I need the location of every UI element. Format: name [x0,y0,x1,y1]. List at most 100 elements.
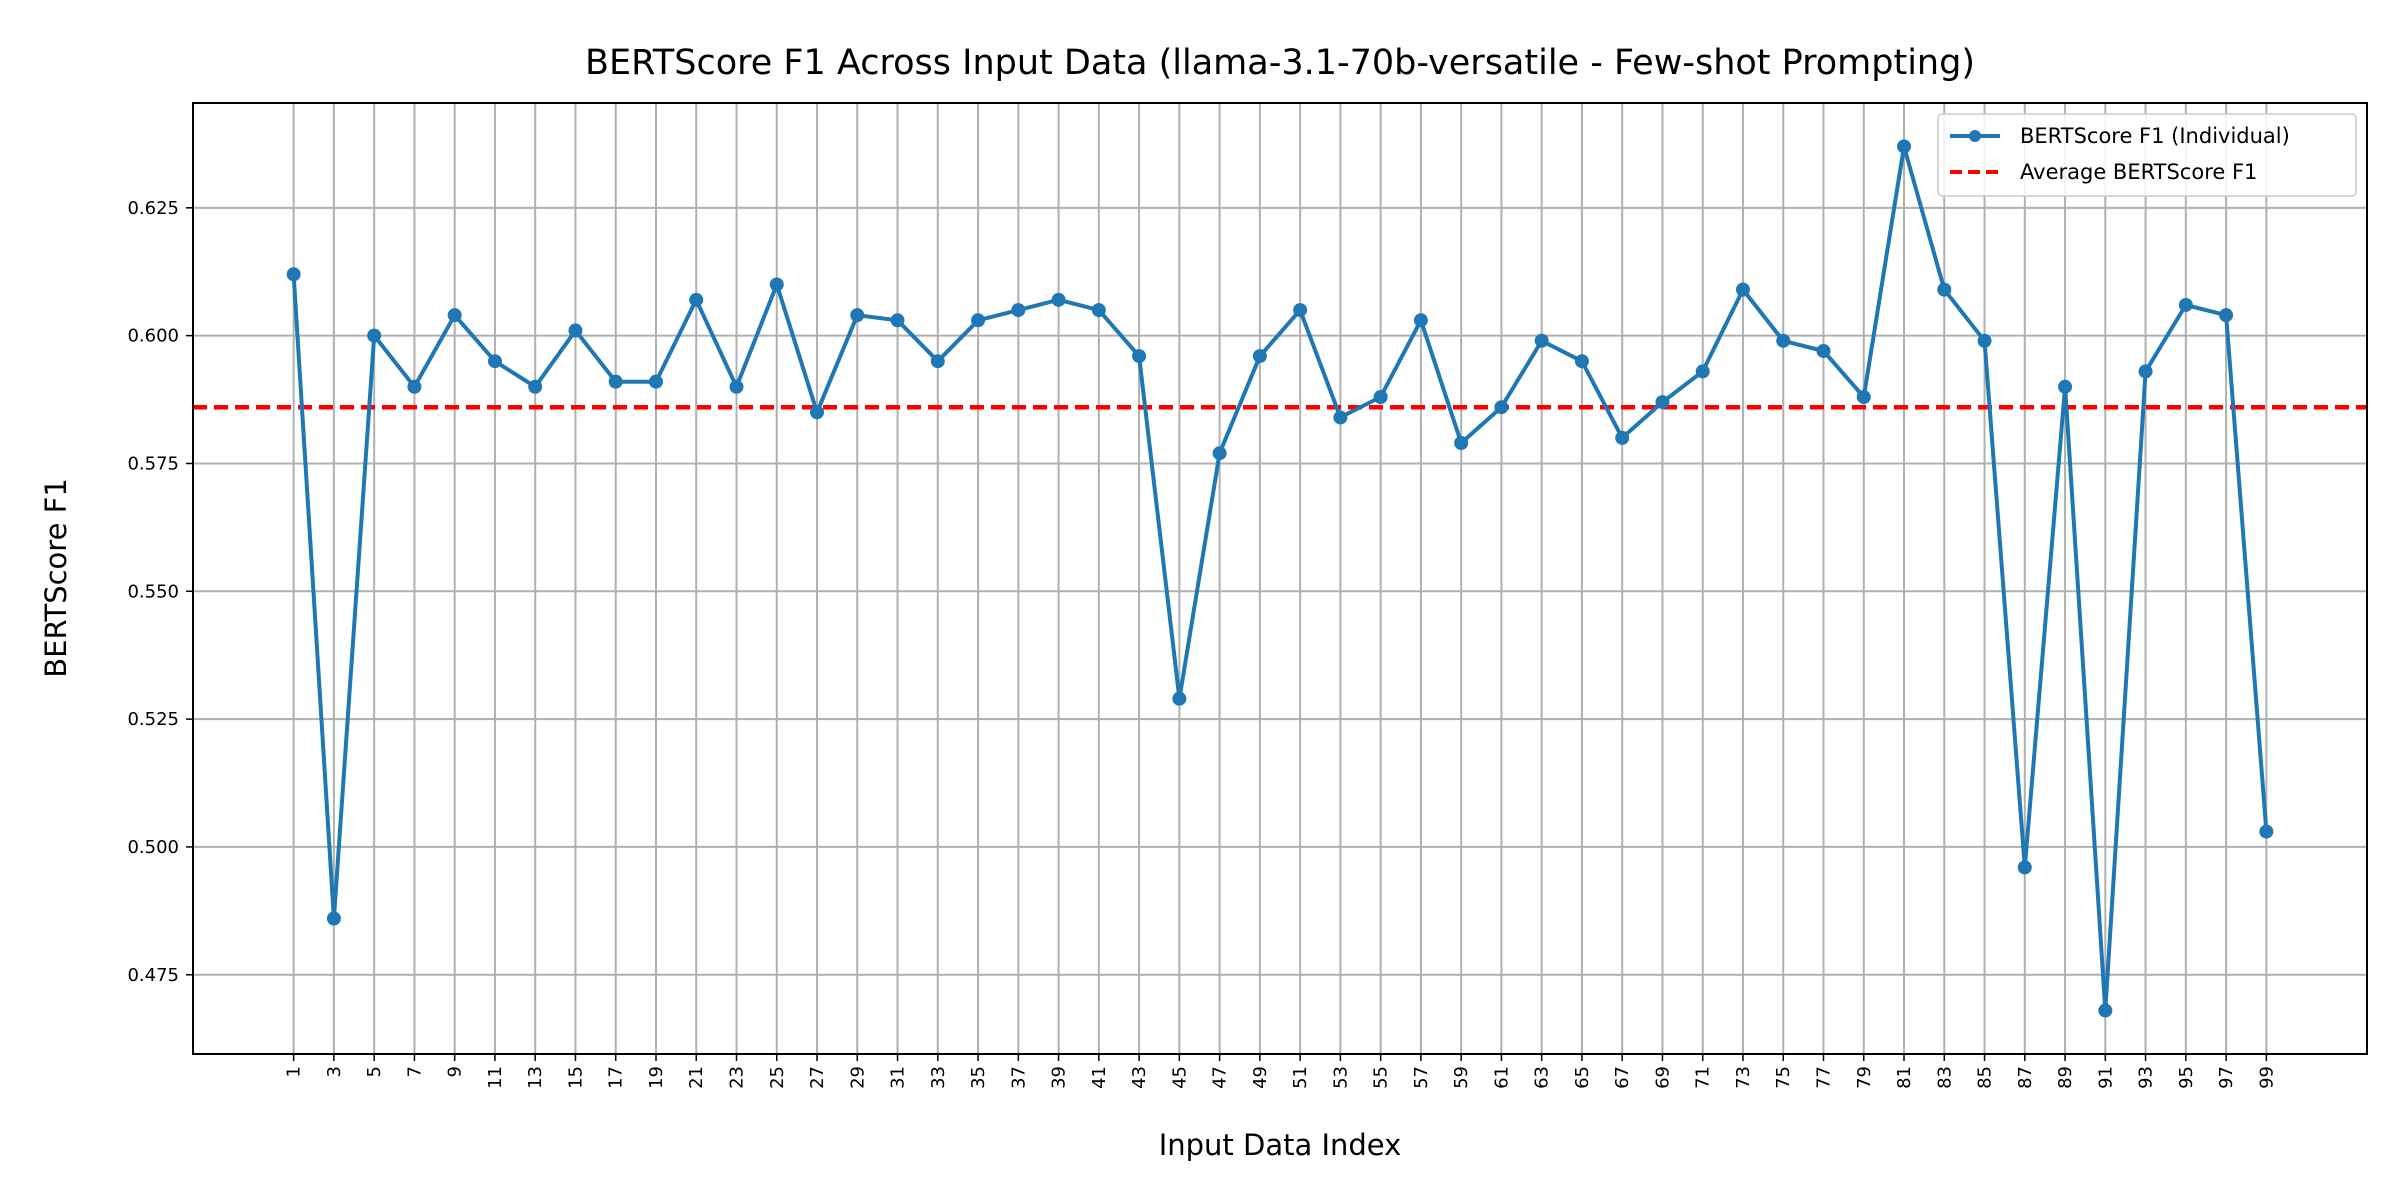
y-tick-label: 0.625 [127,198,179,219]
data-point [2219,308,2234,323]
x-tick-label: 47 [1210,1066,1231,1089]
legend: BERTScore F1 (Individual) Average BERTSc… [1937,113,2357,197]
data-point [2098,1003,2113,1018]
y-axis-title: BERTScore F1 [39,478,73,678]
legend-series-label: BERTScore F1 (Individual) [2020,124,2290,148]
x-tick-label: 23 [727,1066,748,1089]
x-tick-label: 55 [1371,1066,1392,1089]
legend-series-marker-swatch [1969,130,1981,142]
x-tick-label: 93 [2136,1066,2157,1089]
x-tick-label: 49 [1250,1066,1271,1089]
x-tick-label: 17 [606,1066,627,1089]
data-point [850,308,865,323]
x-tick-label: 69 [1652,1066,1673,1089]
y-tick-label: 0.600 [127,326,179,347]
data-point [1655,395,1670,410]
x-tick-label: 37 [1008,1066,1029,1089]
x-axis-ticks: 1 3 5 7 9 11 13 15 17 19 21 23 25 27 29 31 33 35 37 39 41 43 4… [284,1054,2277,1089]
x-tick-label: 75 [1773,1066,1794,1089]
data-point [487,354,502,369]
data-point [528,379,543,394]
plot-frame [192,102,2368,1055]
y-tick-label: 0.525 [127,709,179,730]
data-point [890,313,905,328]
data-point [1937,282,1952,297]
x-tick-label: 99 [2256,1066,2277,1089]
x-tick-label: 35 [968,1066,989,1089]
x-axis-title: Input Data Index [1159,1128,1402,1162]
x-tick-label: 79 [1854,1066,1875,1089]
x-tick-label: 89 [2055,1066,2076,1089]
data-point [1011,303,1026,318]
data-point [447,308,462,323]
data-point [367,328,382,343]
data-point [1212,446,1227,461]
data-point [1293,303,1308,318]
data-point [1695,364,1710,379]
x-tick-label: 77 [1814,1066,1835,1089]
x-tick-label: 15 [565,1066,586,1089]
x-tick-label: 65 [1572,1066,1593,1089]
x-tick-label: 63 [1532,1066,1553,1089]
data-point [971,313,986,328]
data-point [1735,282,1750,297]
x-tick-label: 43 [1129,1066,1150,1089]
x-tick-label: 21 [686,1066,707,1089]
x-tick-label: 19 [646,1066,667,1089]
legend-average-label: Average BERTScore F1 [2020,160,2257,184]
data-point [810,405,825,420]
x-tick-label: 61 [1491,1066,1512,1089]
x-tick-label: 95 [2176,1066,2197,1089]
x-tick-label: 29 [847,1066,868,1089]
data-point [1454,436,1469,451]
x-tick-label: 97 [2216,1066,2237,1089]
data-point [1172,691,1187,706]
data-point [1051,292,1066,307]
x-tick-label: 25 [767,1066,788,1089]
x-tick-label: 7 [404,1066,425,1077]
grid-lines [193,103,2367,1054]
x-tick-label: 67 [1612,1066,1633,1089]
data-point [2017,860,2032,875]
y-tick-label: 0.475 [127,965,179,986]
x-tick-label: 33 [928,1066,949,1089]
data-point [286,267,301,282]
x-tick-label: 57 [1411,1066,1432,1089]
data-point [407,379,422,394]
data-point [326,911,341,926]
data-point [1494,400,1509,415]
x-tick-label: 91 [2095,1066,2116,1089]
x-tick-label: 87 [2015,1066,2036,1089]
x-tick-label: 27 [807,1066,828,1089]
x-tick-label: 3 [324,1066,345,1077]
x-tick-label: 13 [525,1066,546,1089]
x-tick-label: 39 [1049,1066,1070,1089]
x-tick-label: 71 [1693,1066,1714,1089]
data-point [608,374,623,389]
data-point [729,379,744,394]
data-point [568,323,583,338]
x-tick-label: 45 [1169,1066,1190,1089]
data-point [1977,333,1992,348]
legend-box [1937,113,2357,197]
data-point [769,277,784,292]
data-point [1333,410,1348,425]
data-point [648,374,663,389]
data-point [2178,297,2193,312]
data-point [2259,824,2274,839]
data-point [1413,313,1428,328]
data-point [1574,354,1589,369]
x-tick-label: 31 [888,1066,909,1089]
y-axis-ticks: 0.475 0.500 0.525 0.550 0.575 0.600 0.625 [127,198,193,986]
data-point [2138,364,2153,379]
data-point [930,354,945,369]
data-point [2058,379,2073,394]
data-point [1091,303,1106,318]
data-point [1132,349,1147,364]
data-point [1776,333,1791,348]
data-point [1252,349,1267,364]
x-tick-label: 1 [284,1066,305,1077]
